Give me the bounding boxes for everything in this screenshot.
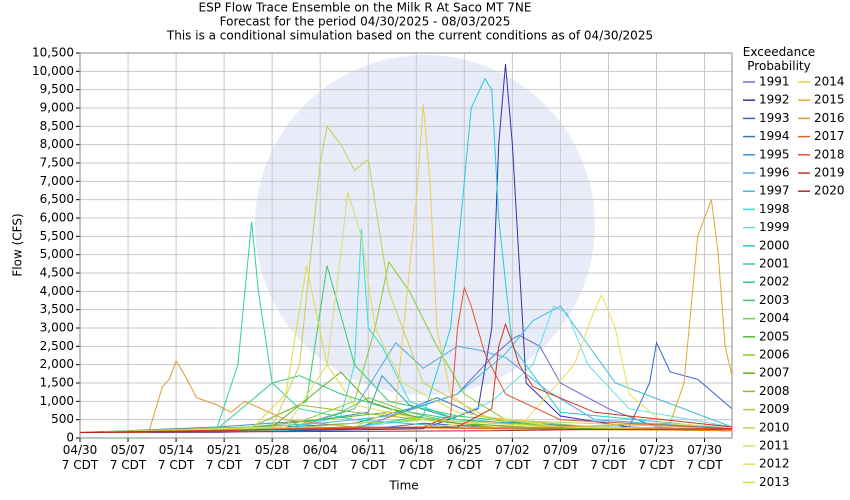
plot-frame: [79, 52, 733, 439]
legend-label: 2020: [814, 184, 845, 198]
legend-label: 2017: [814, 129, 845, 143]
legend-label: 2001: [759, 257, 790, 271]
y-tick-label: 0: [66, 431, 74, 445]
y-tick-label: 8,500: [40, 119, 74, 133]
legend-label: 1993: [759, 111, 790, 125]
x-axis-label: Time: [388, 479, 418, 493]
chart-note: This is a conditional simulation based o…: [166, 29, 653, 43]
x-tick-label: 05/07 7 CDT: [109, 443, 147, 472]
y-tick-label: 4,500: [40, 266, 74, 280]
legend-label: 2000: [759, 238, 790, 252]
series-line: [79, 77, 733, 433]
y-tick-label: 4,000: [40, 284, 74, 298]
series-line: [79, 428, 733, 433]
legend-title: Exceedance Probability: [742, 45, 816, 73]
x-tick-label: 06/18 7 CDT: [398, 443, 435, 472]
legend-label: 2004: [759, 311, 790, 325]
series-line: [79, 265, 733, 433]
legend-label: 2016: [814, 111, 845, 125]
y-tick-label: 10,000: [32, 64, 74, 78]
series-line: [79, 125, 733, 433]
series-line: [79, 104, 733, 433]
series-line: [79, 371, 733, 433]
legend-label: 2005: [759, 329, 790, 343]
y-tick-label: 7,500: [40, 156, 74, 170]
legend-label: 1999: [759, 220, 790, 234]
series-line: [79, 322, 733, 433]
legend-label: 1991: [759, 75, 790, 89]
legend-label: 1992: [759, 93, 790, 107]
x-tick-label: 07/30 7 CDT: [686, 443, 723, 472]
y-tick-label: 500: [51, 412, 74, 426]
watermark: [255, 55, 595, 395]
y-tick-label: 1,500: [40, 376, 74, 390]
y-tick-label: 7,000: [40, 174, 74, 188]
chart-subtitle: Forecast for the period 04/30/2025 - 08/…: [220, 15, 511, 29]
series-line: [79, 305, 733, 433]
legend-label: 2019: [814, 166, 845, 180]
y-tick-label: 6,000: [40, 211, 74, 225]
legend-label: 2008: [759, 384, 790, 398]
x-tick-label: 05/28 7 CDT: [253, 443, 291, 472]
series-line: [79, 63, 733, 433]
series-line: [79, 260, 733, 433]
legend-label: 2012: [759, 457, 790, 471]
series-line: [80, 359, 733, 433]
legend-label: 1995: [759, 147, 790, 161]
legend-label: 2013: [759, 475, 790, 489]
legend-label: 2007: [759, 366, 790, 380]
y-tick-label: 9,000: [40, 101, 74, 115]
x-tick-label: 04/30 7 CDT: [61, 443, 99, 472]
x-tick-label: 06/11 7 CDT: [350, 443, 387, 472]
legend-label: 2015: [814, 93, 845, 107]
series-line: [79, 341, 733, 433]
chart-title: ESP Flow Trace Ensemble on the Milk R At…: [199, 1, 532, 15]
y-tick-label: 5,000: [40, 247, 74, 261]
x-tick-label: 07/09 7 CDT: [542, 443, 579, 472]
y-tick-label: 5,500: [40, 229, 74, 243]
x-tick-label: 07/02 7 CDT: [494, 443, 531, 472]
y-tick-label: 3,000: [40, 321, 74, 335]
y-tick-label: 6,500: [40, 192, 74, 206]
x-tick-label: 05/21 7 CDT: [205, 443, 243, 472]
y-tick-label: 3,500: [40, 302, 74, 316]
x-tick-label: 06/25 7 CDT: [446, 443, 483, 472]
x-tick-label: 06/04 7 CDT: [302, 443, 339, 472]
series-line: [79, 293, 733, 433]
x-tick-label: 07/23 7 CDT: [638, 443, 675, 472]
legend-label: 1998: [759, 202, 790, 216]
series-line: [79, 285, 733, 433]
legend-label: 1994: [759, 129, 790, 143]
y-tick-label: 2,000: [40, 357, 74, 371]
legend-label: 2011: [759, 439, 790, 453]
y-tick-label: 9,500: [40, 82, 74, 96]
y-tick-label: 10,500: [32, 46, 74, 60]
legend-label: 2003: [759, 293, 790, 307]
series-line: [79, 305, 733, 433]
x-tick-label: 05/14 7 CDT: [157, 443, 195, 472]
legend-label: 2002: [759, 275, 790, 289]
legend-label: 2010: [759, 420, 790, 434]
y-tick-label: 2,500: [40, 339, 74, 353]
y-tick-label: 1,000: [40, 394, 74, 408]
legend-label: 2014: [814, 75, 845, 89]
series-line: [79, 199, 733, 433]
legend-label: 1997: [759, 184, 790, 198]
legend-label: 2018: [814, 147, 845, 161]
legend-label: 1996: [759, 166, 790, 180]
series-line: [79, 374, 733, 433]
legend-label: 2009: [759, 402, 790, 416]
y-axis-label: Flow (CFS): [11, 213, 25, 276]
y-tick-label: 8,000: [40, 137, 74, 151]
series-line: [79, 192, 733, 433]
legend-label: 2006: [759, 348, 790, 362]
x-tick-label: 07/16 7 CDT: [590, 443, 627, 472]
